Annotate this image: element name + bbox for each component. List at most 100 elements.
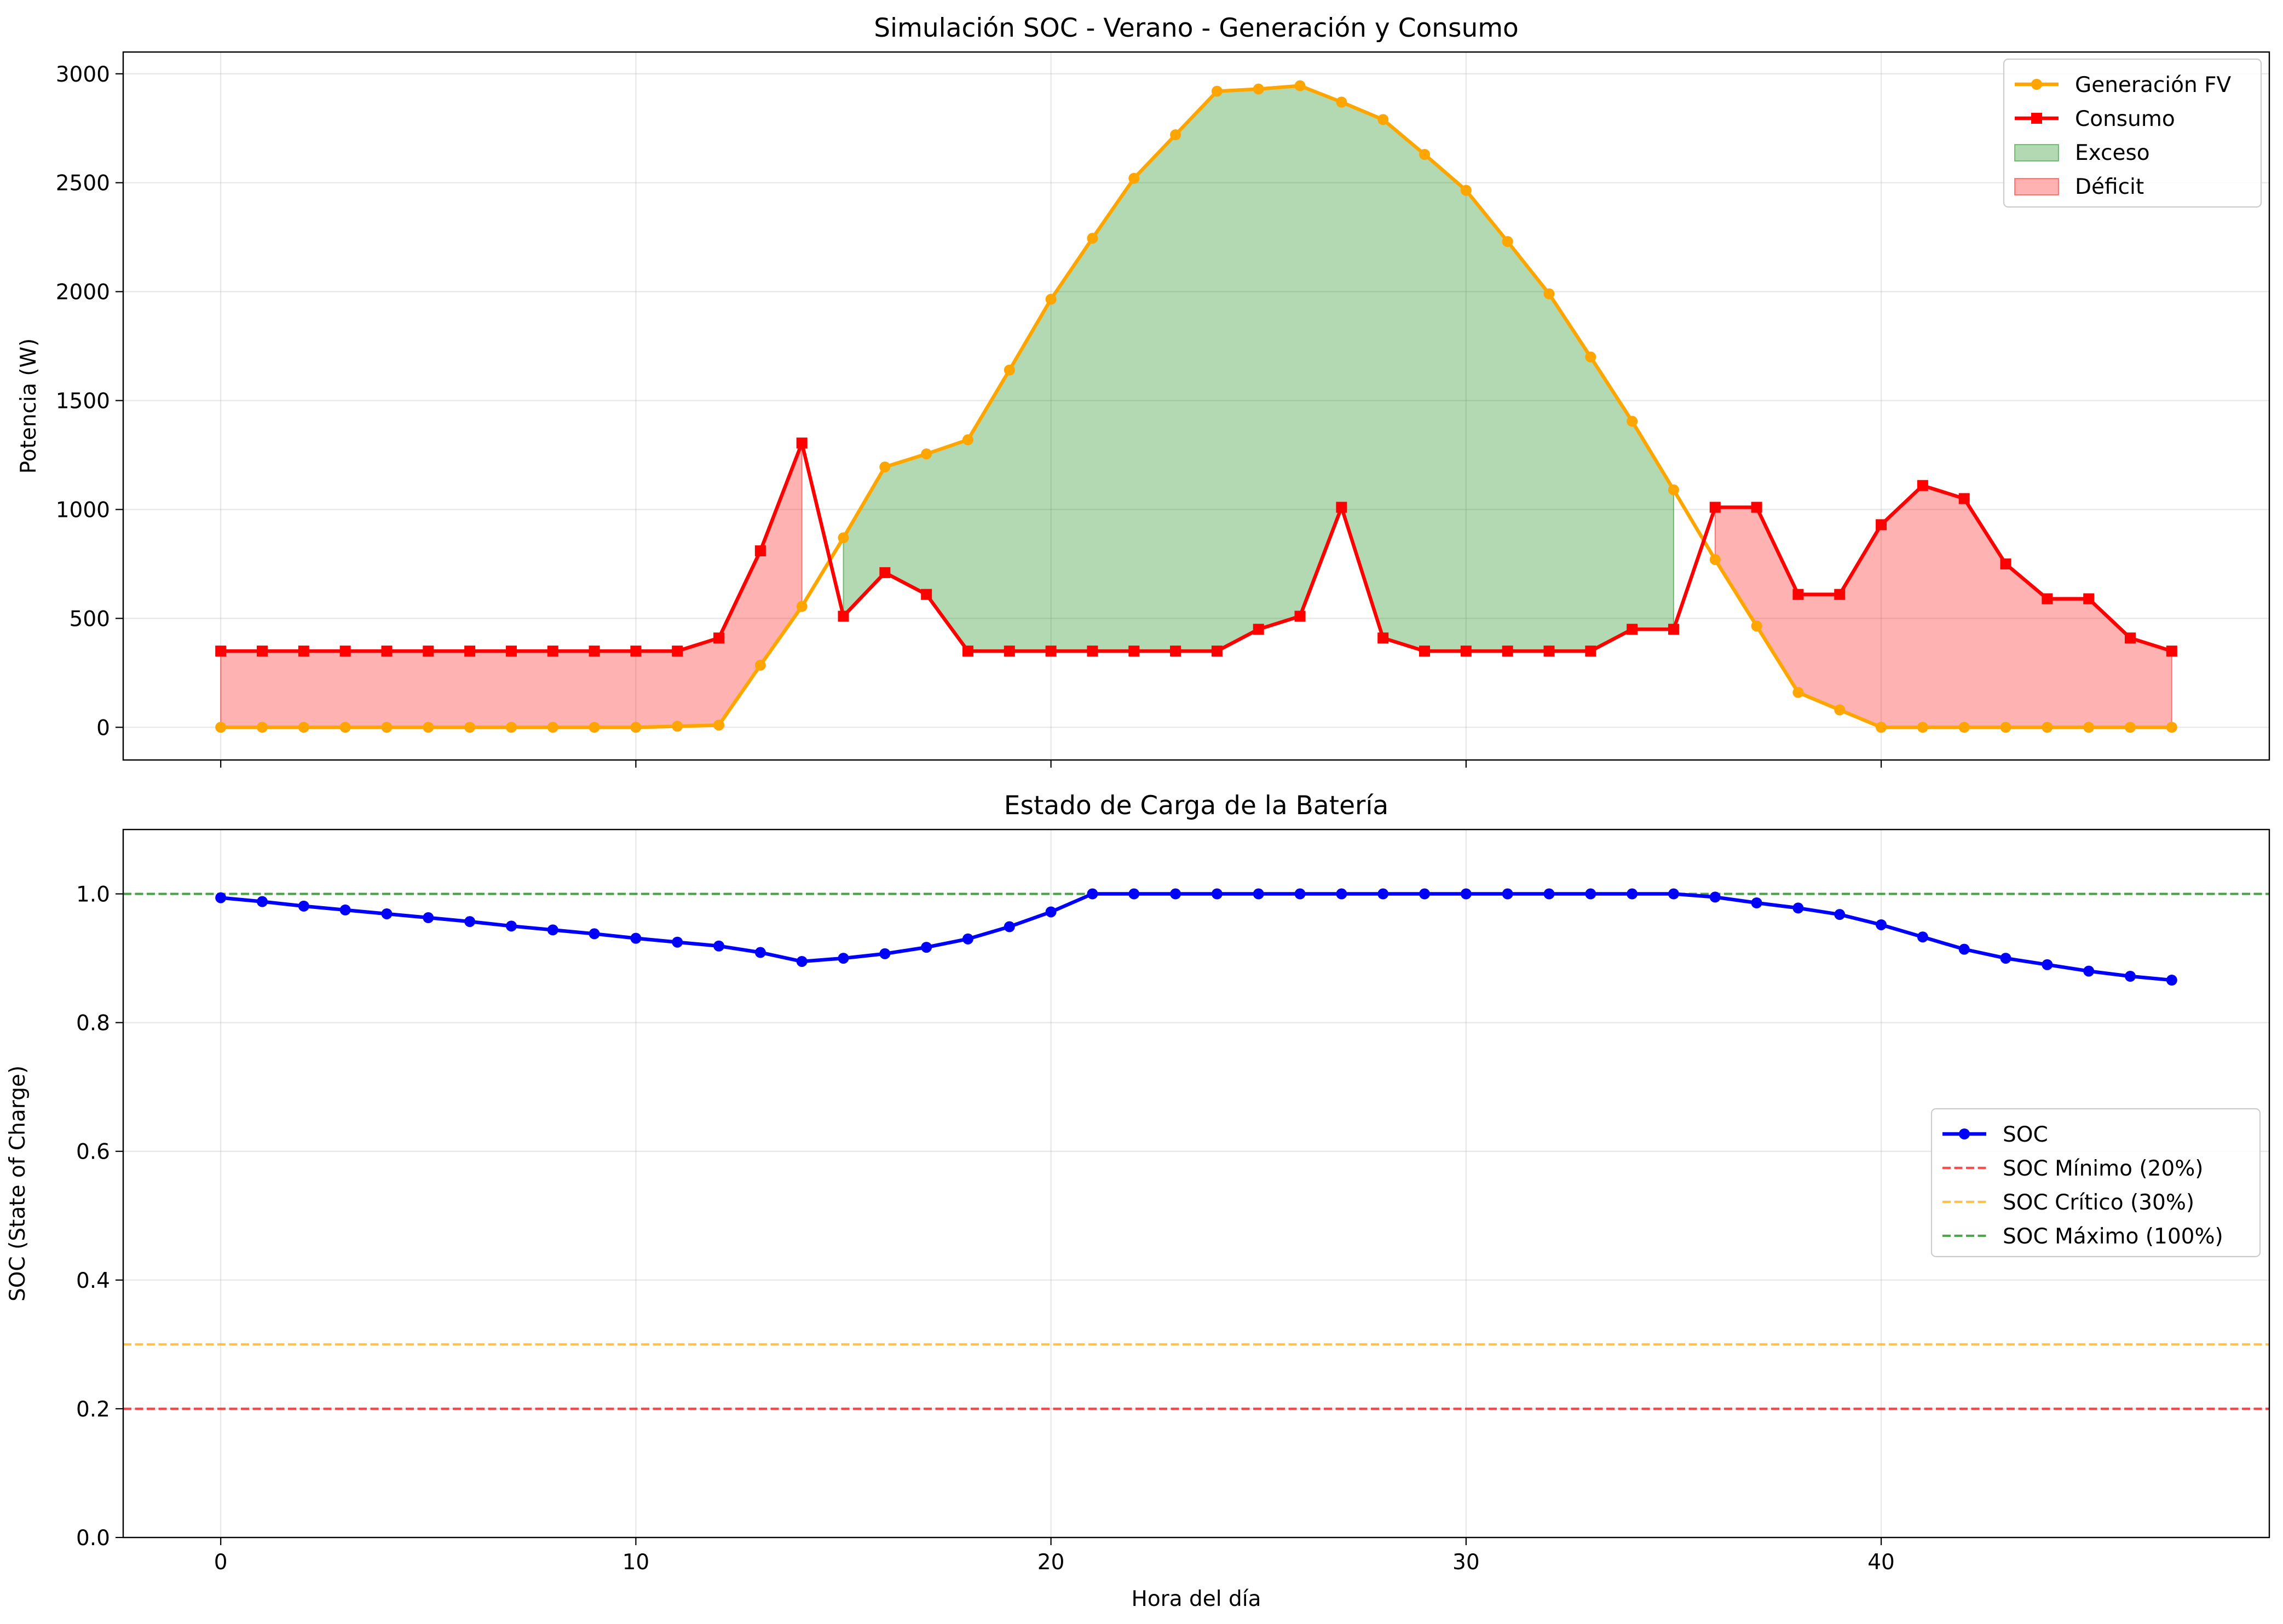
x-tick-label: 0 [214,1550,228,1575]
soc-point [1087,888,1098,900]
consumption-point [1211,646,1223,657]
soc-point [1377,888,1389,900]
consumption-point [754,545,766,557]
soc-point [1460,888,1472,900]
consumption-point [381,646,393,657]
consumption-point [1419,646,1431,657]
legend-marker [1959,1128,1970,1139]
consumption-point [1834,589,1846,600]
consumption-point [1876,519,1887,531]
soc-point [215,892,227,903]
consumption-point [505,646,517,657]
legend-label: Exceso [2075,141,2150,165]
generation-point [1834,704,1846,716]
generation-point [381,722,393,733]
generation-point [1958,722,1970,733]
generation-point [630,722,642,733]
y-tick-label: 1500 [56,389,110,414]
generation-point [1211,85,1223,97]
generation-point [1004,364,1015,376]
soc-point [1543,888,1555,900]
consumption-point [2083,593,2095,604]
consumption-point [672,646,683,657]
generation-point [423,722,434,733]
consumption-point [1045,646,1057,657]
soc-point [505,920,517,932]
soc-chart: 0 10 20 30 40 0.0 0.2 0.4 0.6 0.8 1.0 Estado de Car… [5,791,2270,1611]
generation-point [1170,129,1181,141]
generation-point [796,601,808,612]
generation-point [879,461,891,473]
generation-point [1668,484,1679,496]
soc-point [1336,888,1347,900]
soc-line [220,892,2172,982]
y-axis-label: SOC (State of Charge) [5,1066,30,1301]
deficit-area [1714,485,2172,728]
generation-line [221,84,2172,729]
generation-point [1543,288,1555,300]
consumption-point [215,646,227,657]
legend-box [1930,1108,2261,1258]
y-tick-label: 0.4 [76,1269,110,1293]
soc-point [1668,888,1679,900]
y-tick-label: 0.8 [76,1011,110,1036]
soc-point [2000,953,2011,964]
soc-point [713,940,725,952]
generation-point [1917,722,1928,733]
soc-point [339,904,351,915]
legend-patch [2014,144,2059,162]
generation-point [257,722,268,733]
legend-label: Déficit [2075,175,2144,199]
soc-point [298,900,309,912]
legend-label: Consumo [2075,107,2175,131]
soc-point [754,947,766,958]
x-tick-label: 40 [1867,1550,1895,1575]
consumption-point [921,589,932,600]
soc-point [1958,943,1970,955]
consumption-point [1917,480,1928,491]
soc-point [1834,909,1846,920]
generation-point [1377,114,1389,125]
consumption-point [796,437,808,449]
generation-point [589,722,600,733]
y-tick-label: 0.2 [76,1397,110,1422]
generation-point [1087,233,1098,244]
y-tick-label: 500 [70,607,110,631]
axes-frame [122,51,2270,761]
soc-point [1627,888,1638,900]
excess-area [843,85,1674,652]
chart-title: Estado de Carga de la Batería [1004,791,1388,821]
generation-point [1045,293,1057,305]
soc-point [630,932,642,944]
consumption-point [1668,624,1679,635]
deficit-area [220,442,803,728]
soc-point [2042,959,2053,970]
generation-point [1876,722,1887,733]
consumption-point [339,646,351,657]
generation-point [464,722,476,733]
soc-point [1792,902,1804,914]
consumption-point [838,611,849,622]
generation-point [921,448,932,460]
consumption-point [1087,646,1098,657]
x-tick-label: 30 [1452,1550,1480,1575]
consumption-point [589,646,600,657]
generation-point [672,721,683,732]
soc-point [589,928,600,940]
generation-point [962,434,973,446]
soc-point [1419,888,1431,900]
generation-point [1792,687,1804,698]
generation-point [1419,148,1431,160]
consumption-point [2042,593,2053,604]
consumption-point [1709,502,1721,513]
y-tick-label: 1.0 [76,883,110,907]
y-tick-label: 0.6 [76,1140,110,1165]
y-tick-label: 1000 [56,498,110,522]
consumption-point [962,646,973,657]
generation-point [1502,236,1513,247]
consumption-point [1751,502,1762,513]
soc-point [1045,906,1057,918]
consumption-point [1627,624,1638,635]
consumption-point [1377,632,1389,644]
soc-point [1004,921,1015,932]
